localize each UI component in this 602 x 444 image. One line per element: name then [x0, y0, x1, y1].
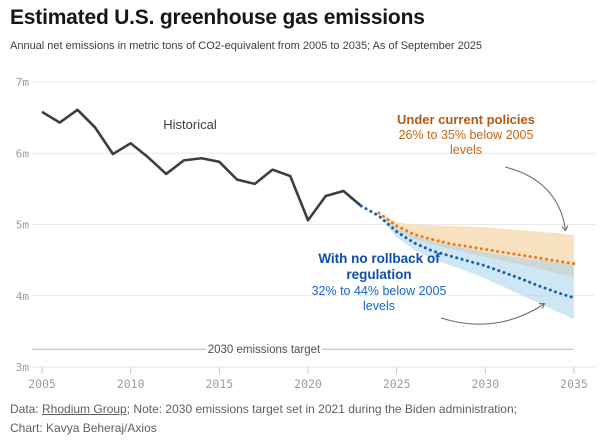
no-rollback-arrow [440, 303, 546, 325]
x-axis-label-2020: 2020 [294, 377, 322, 391]
x-axis-label-2025: 2025 [383, 377, 411, 391]
x-axis-label-2005: 2005 [28, 377, 56, 391]
source-note: Data: Rhodium Group; Note: 2030 emission… [10, 400, 598, 438]
historical-label: Historical [163, 117, 217, 132]
y-axis-label-3m: 3m [16, 361, 30, 374]
source-rest: ; Note: 2030 emissions target set in 202… [126, 402, 517, 416]
chart-subtitle: Annual net emissions in metric tons of C… [10, 40, 483, 52]
projection-bands-group [378, 213, 574, 320]
x-axis-label-2035: 2035 [560, 377, 588, 391]
gridlines-group: 7m 6m 5m 4m 3m [16, 76, 595, 374]
target-line-group: 2030 emissions target [32, 344, 573, 356]
y-axis-label-6m: 6m [16, 147, 30, 160]
page-title: Estimated U.S. greenhouse gas emissions [10, 6, 425, 29]
series-lines-group [41, 108, 576, 300]
current-policies-annotation-title: Under current policies [397, 112, 535, 127]
y-axis-label-7m: 7m [16, 76, 30, 89]
current-policies-annotation: Under current policies 26% to 35% below … [396, 112, 536, 158]
source-link[interactable]: Rhodium Group [42, 402, 127, 416]
source-prefix: Data: [10, 402, 43, 416]
historical-line [41, 108, 363, 222]
emissions-chart: 7m 6m 5m 4m 3m 2030 emissions target 2005 201… [16, 76, 595, 391]
x-axis-label-2030: 2030 [471, 377, 499, 391]
y-axis-label-5m: 5m [16, 219, 30, 232]
x-axis-label-2015: 2015 [205, 377, 233, 391]
credit-line: Chart: Kavya Beheraj/Axios [10, 421, 157, 435]
no-rollback-annotation-title: With no rollback of regulation [318, 251, 440, 283]
no-rollback-range-band [378, 215, 574, 320]
y-axis-label-4m: 4m [16, 290, 30, 303]
no-rollback-annotation-detail: 32% to 44% below 2005 levels [311, 283, 447, 314]
current-policies-annotation-detail: 26% to 35% below 2005 levels [398, 127, 534, 158]
target-line-label: 2030 emissions target [208, 344, 321, 356]
current-policies-arrow [504, 166, 569, 232]
x-axis-label-2010: 2010 [117, 377, 145, 391]
no-rollback-of-regulation-line [359, 204, 576, 300]
under-current-policies-line [377, 211, 576, 266]
no-rollback-annotation: With no rollback of regulation 32% to 44… [299, 251, 459, 314]
x-axis-group: 2005 2010 2015 2020 2025 2030 2035 [28, 367, 588, 391]
